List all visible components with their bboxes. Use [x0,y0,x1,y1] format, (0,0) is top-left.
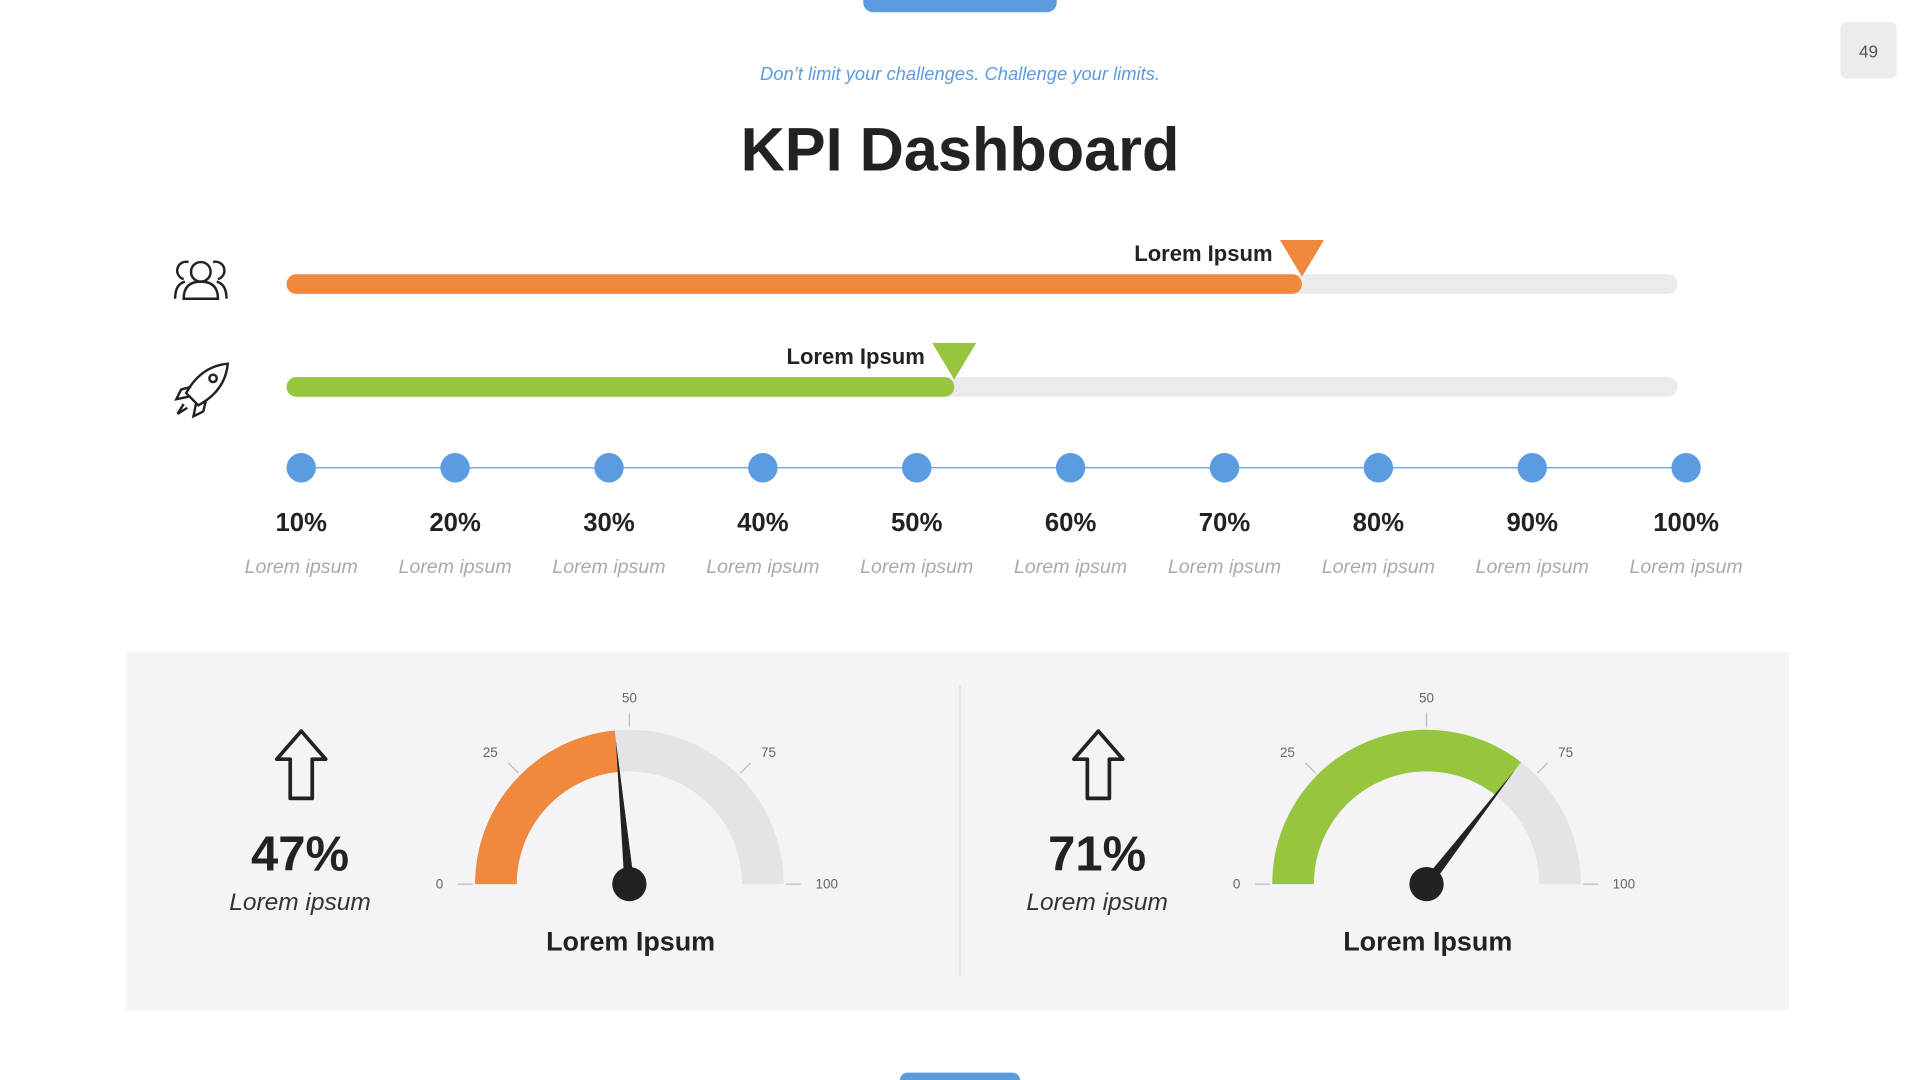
bar-marker [932,342,977,380]
gauge-tick-label: 100 [816,877,838,892]
people-icon [173,260,228,300]
scale-label: 50% [891,509,943,537]
gauge-caption: Lorem ipsum [229,889,370,916]
gauge-tick-label: 0 [436,877,443,892]
up-arrow [1072,729,1125,801]
scale-dot [1671,453,1701,483]
scale-label: 10% [275,509,327,537]
gauge-tick-label: 50 [1419,690,1434,705]
bar-fill [286,274,1302,294]
gauge-title: Lorem Ipsum [1343,927,1512,957]
scale-dot [902,453,932,483]
gauge-tick [1304,762,1317,774]
gauge-tick-label: 100 [1613,877,1635,892]
gauge-tick-label: 50 [622,690,637,705]
gauge-tick-label: 0 [1233,877,1240,892]
bar-fill [286,377,955,397]
page-number: 49 [1859,41,1878,61]
scale-caption: Lorem ipsum [1014,556,1127,578]
gauge-hub [612,866,647,902]
scale-label: 90% [1507,509,1559,537]
scale-caption: Lorem ipsum [706,556,819,578]
scale-dot [1055,453,1086,483]
scale-caption: Lorem ipsum [552,556,665,578]
scale-label: 60% [1045,509,1097,537]
gauge-tick-label: 75 [761,745,776,760]
gauge-tick [507,762,519,774]
rocket-icon [174,362,230,419]
bottom-tab [900,1072,1020,1080]
scale-caption: Lorem ipsum [245,556,358,578]
tagline: Don’t limit your challenges. Challenge y… [760,63,1160,84]
scale-label: 40% [737,509,789,537]
scale-label: 30% [583,509,635,537]
scale-label: 100% [1653,509,1719,537]
gauge-tick-label: 25 [483,745,498,760]
scale-label: 70% [1199,509,1251,537]
scale-caption: Lorem ipsum [1322,556,1435,578]
top-tab [863,0,1057,13]
bar-label: Lorem Ipsum [786,344,924,369]
gauge-fill [1272,729,1522,885]
scale-dot [286,453,316,483]
gauge-needle [1422,769,1516,888]
up-arrow [274,729,328,801]
bar-marker [1279,240,1325,277]
scale-caption: Lorem ipsum [1630,556,1743,578]
gauge-value: 71% [1048,828,1146,882]
gauge-fill [475,730,620,885]
scale-dot [1517,453,1547,483]
scale-caption: Lorem ipsum [860,556,973,578]
scale-caption: Lorem ipsum [1168,556,1281,578]
scale-dot [1209,453,1240,483]
scale-label: 80% [1353,509,1405,537]
scale-dot [748,453,778,483]
gauge-hub [1409,866,1444,902]
gauge-needle [615,740,635,885]
page-number-box [1840,22,1897,79]
bar-label: Lorem Ipsum [1134,241,1272,266]
gauge-tick-label: 75 [1558,745,1573,760]
gauge-value: 47% [251,828,349,882]
scale-caption: Lorem ipsum [399,556,512,578]
scale-dot [594,453,624,483]
scale-label: 20% [429,509,481,537]
scale-caption: Lorem ipsum [1476,556,1589,578]
gauge-caption: Lorem ipsum [1026,889,1167,916]
gauge-tick [1536,762,1549,774]
gauge-panel [126,651,1789,1011]
gauge-title: Lorem Ipsum [546,927,715,957]
gauge-tick-label: 25 [1280,745,1295,760]
title: KPI Dashboard [741,115,1180,183]
scale-dot [1363,453,1394,483]
gauge-tick [739,762,752,774]
scale-dot [440,453,470,483]
